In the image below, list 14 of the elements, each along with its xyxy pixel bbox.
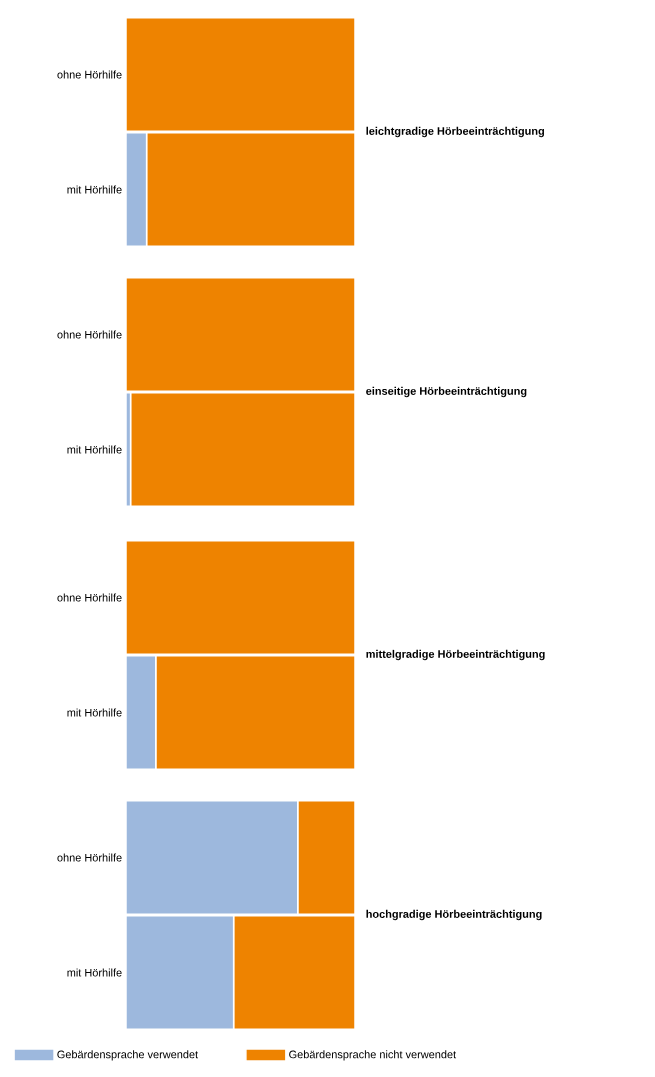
y2-axis-title: mittelgradige Hörbeeinträchtigung — [366, 649, 545, 661]
y-tick-label: ohne Hörhilfe — [57, 853, 122, 862]
y-tick-label: ohne Hörhilfe — [57, 330, 122, 339]
y-tick-label: ohne Hörhilfe — [57, 70, 122, 79]
y-tick-label: mit Hörhilfe — [67, 968, 122, 977]
y2-axis-title: einseitige Hörbeeinträchtigung — [366, 386, 527, 398]
legend-label: Gebärdensprache nicht verwendet — [289, 1050, 457, 1061]
y2-axis-title: hochgradige Hörbeeinträchtigung — [366, 909, 542, 921]
y-tick-label: ohne Hörhilfe — [57, 593, 122, 602]
y-tick-label: mit Hörhilfe — [67, 708, 122, 717]
legend-label: Gebärdensprache verwendet — [57, 1050, 199, 1061]
y-tick-label: mit Hörhilfe — [67, 185, 122, 194]
y2-axis-title: leichtgradige Hörbeeinträchtigung — [366, 126, 544, 138]
y-tick-label: mit Hörhilfe — [67, 445, 122, 454]
